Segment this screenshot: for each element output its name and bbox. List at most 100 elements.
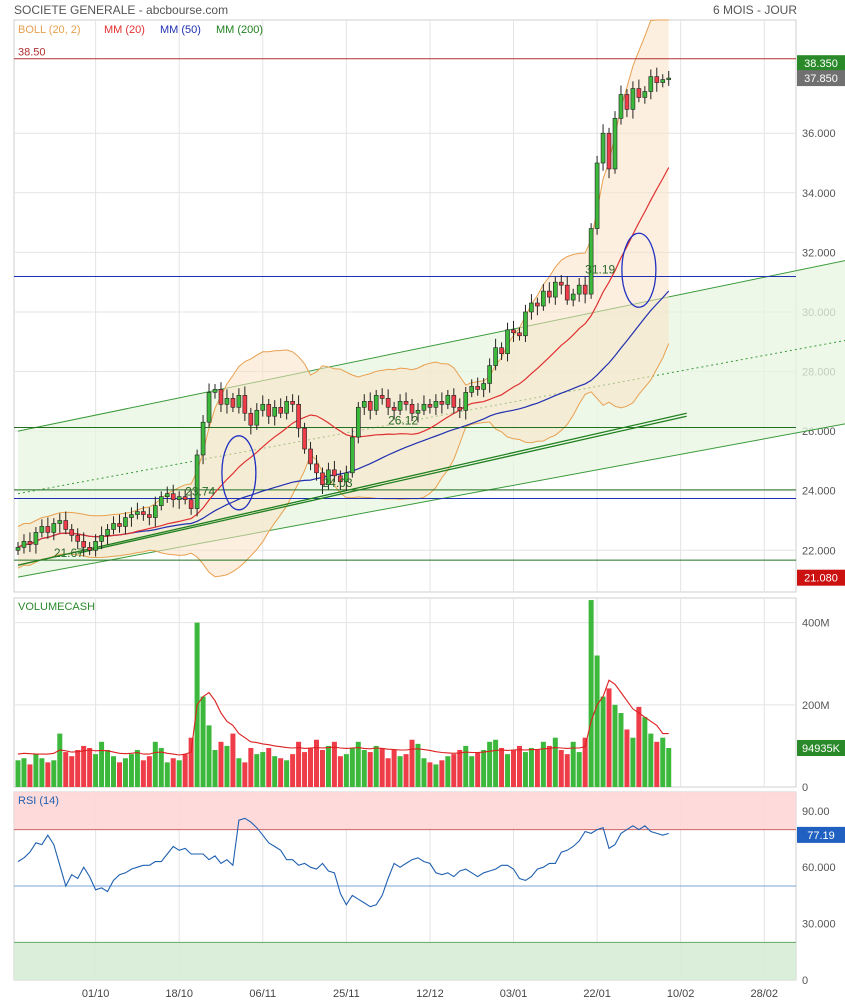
candle — [296, 404, 301, 429]
candle — [218, 389, 224, 405]
candle — [57, 520, 63, 524]
volume-bar — [314, 739, 319, 787]
rsi-badge-text: 77.19 — [807, 830, 835, 842]
candle — [63, 520, 69, 530]
candle — [373, 395, 379, 411]
price-badge-text: 38.350 — [804, 58, 838, 70]
candle — [105, 529, 110, 536]
candle — [236, 395, 242, 408]
volume-bar — [75, 750, 81, 787]
y-tick-label: 36.000 — [802, 128, 836, 140]
candle — [600, 132, 606, 164]
price-annotation: 26.12 — [388, 414, 418, 428]
y-tick-label: 34.000 — [802, 188, 836, 200]
candle — [147, 514, 152, 518]
candle — [314, 463, 319, 474]
legend-item: MM (20) — [104, 24, 145, 36]
volume-bar — [660, 737, 666, 787]
candle — [51, 523, 57, 533]
legend-item: MM (50) — [160, 24, 201, 36]
candle — [338, 475, 343, 483]
volume-bar — [87, 747, 93, 787]
price-annotation: 31.19 — [585, 263, 615, 277]
channel-upper-line — [17, 260, 845, 432]
volume-bar — [39, 758, 45, 787]
volume-bar — [451, 754, 457, 787]
volume-bar — [457, 750, 463, 787]
price-annotation: 21.67 — [54, 546, 84, 560]
candle — [81, 541, 86, 548]
volume-bar — [206, 725, 212, 787]
volume-bar — [99, 741, 105, 787]
volume-bar — [594, 655, 600, 787]
candle — [481, 383, 486, 390]
candle — [379, 395, 385, 399]
volume-bar — [27, 764, 33, 787]
volume-title: VOLUMECASH — [18, 601, 95, 613]
rsi-line — [17, 817, 669, 908]
volume-bar — [427, 762, 433, 787]
x-tick-label: 22/01 — [583, 988, 611, 1000]
volume-bar — [302, 752, 308, 787]
x-tick-label: 06/11 — [249, 988, 276, 1000]
candle — [188, 499, 194, 509]
volume-bar — [433, 764, 439, 787]
candle — [350, 436, 355, 474]
volume-ma-line — [17, 679, 669, 756]
candle — [612, 118, 618, 170]
candle — [170, 493, 176, 500]
volume-bar — [116, 762, 122, 787]
y-tick-label: 32.000 — [802, 247, 836, 259]
candle — [123, 517, 128, 527]
volume-bar — [618, 713, 624, 787]
period-label[interactable]: 6 MOIS - JOUR — [712, 3, 797, 17]
candle — [332, 469, 337, 477]
candle — [475, 386, 480, 390]
volume-bar — [248, 747, 254, 787]
volume-bar — [242, 762, 248, 787]
volume-bar — [319, 750, 325, 787]
candle — [505, 329, 510, 354]
volume-bar — [493, 739, 499, 787]
volume-bar — [546, 745, 552, 787]
volume-bar — [337, 756, 343, 787]
candle — [517, 332, 522, 337]
candle — [660, 79, 666, 83]
candle — [87, 547, 92, 551]
volume-bar — [654, 741, 660, 787]
candle — [439, 401, 445, 405]
volume-bar — [236, 758, 242, 787]
volume-bar — [564, 754, 570, 787]
volume-bar — [445, 756, 451, 787]
candle — [433, 401, 439, 408]
candle — [547, 290, 552, 298]
y-tick-label: 90.00 — [802, 806, 830, 818]
volume-bar — [540, 741, 546, 787]
candle — [469, 386, 475, 393]
volume-bar — [122, 758, 128, 787]
candle — [367, 401, 373, 411]
volume-bar — [152, 741, 158, 787]
rsi-title: RSI (14) — [18, 795, 59, 807]
volume-bar — [582, 737, 588, 787]
candle — [409, 404, 415, 414]
volume-bar — [552, 737, 558, 787]
candle — [158, 496, 164, 506]
candle — [570, 293, 576, 301]
candle — [33, 532, 39, 545]
candle — [624, 94, 630, 110]
volume-bar — [69, 756, 75, 787]
candle — [523, 311, 528, 337]
volume-bar — [558, 750, 564, 787]
volume-bar — [63, 752, 69, 787]
candle — [27, 541, 33, 545]
candle — [326, 469, 331, 486]
candle — [129, 514, 134, 518]
candle — [541, 290, 546, 307]
volume-bar — [361, 750, 367, 787]
volume-bar — [463, 745, 469, 787]
candle — [403, 401, 409, 405]
candle — [284, 401, 289, 414]
candle — [308, 448, 313, 465]
volume-bar — [51, 760, 57, 787]
